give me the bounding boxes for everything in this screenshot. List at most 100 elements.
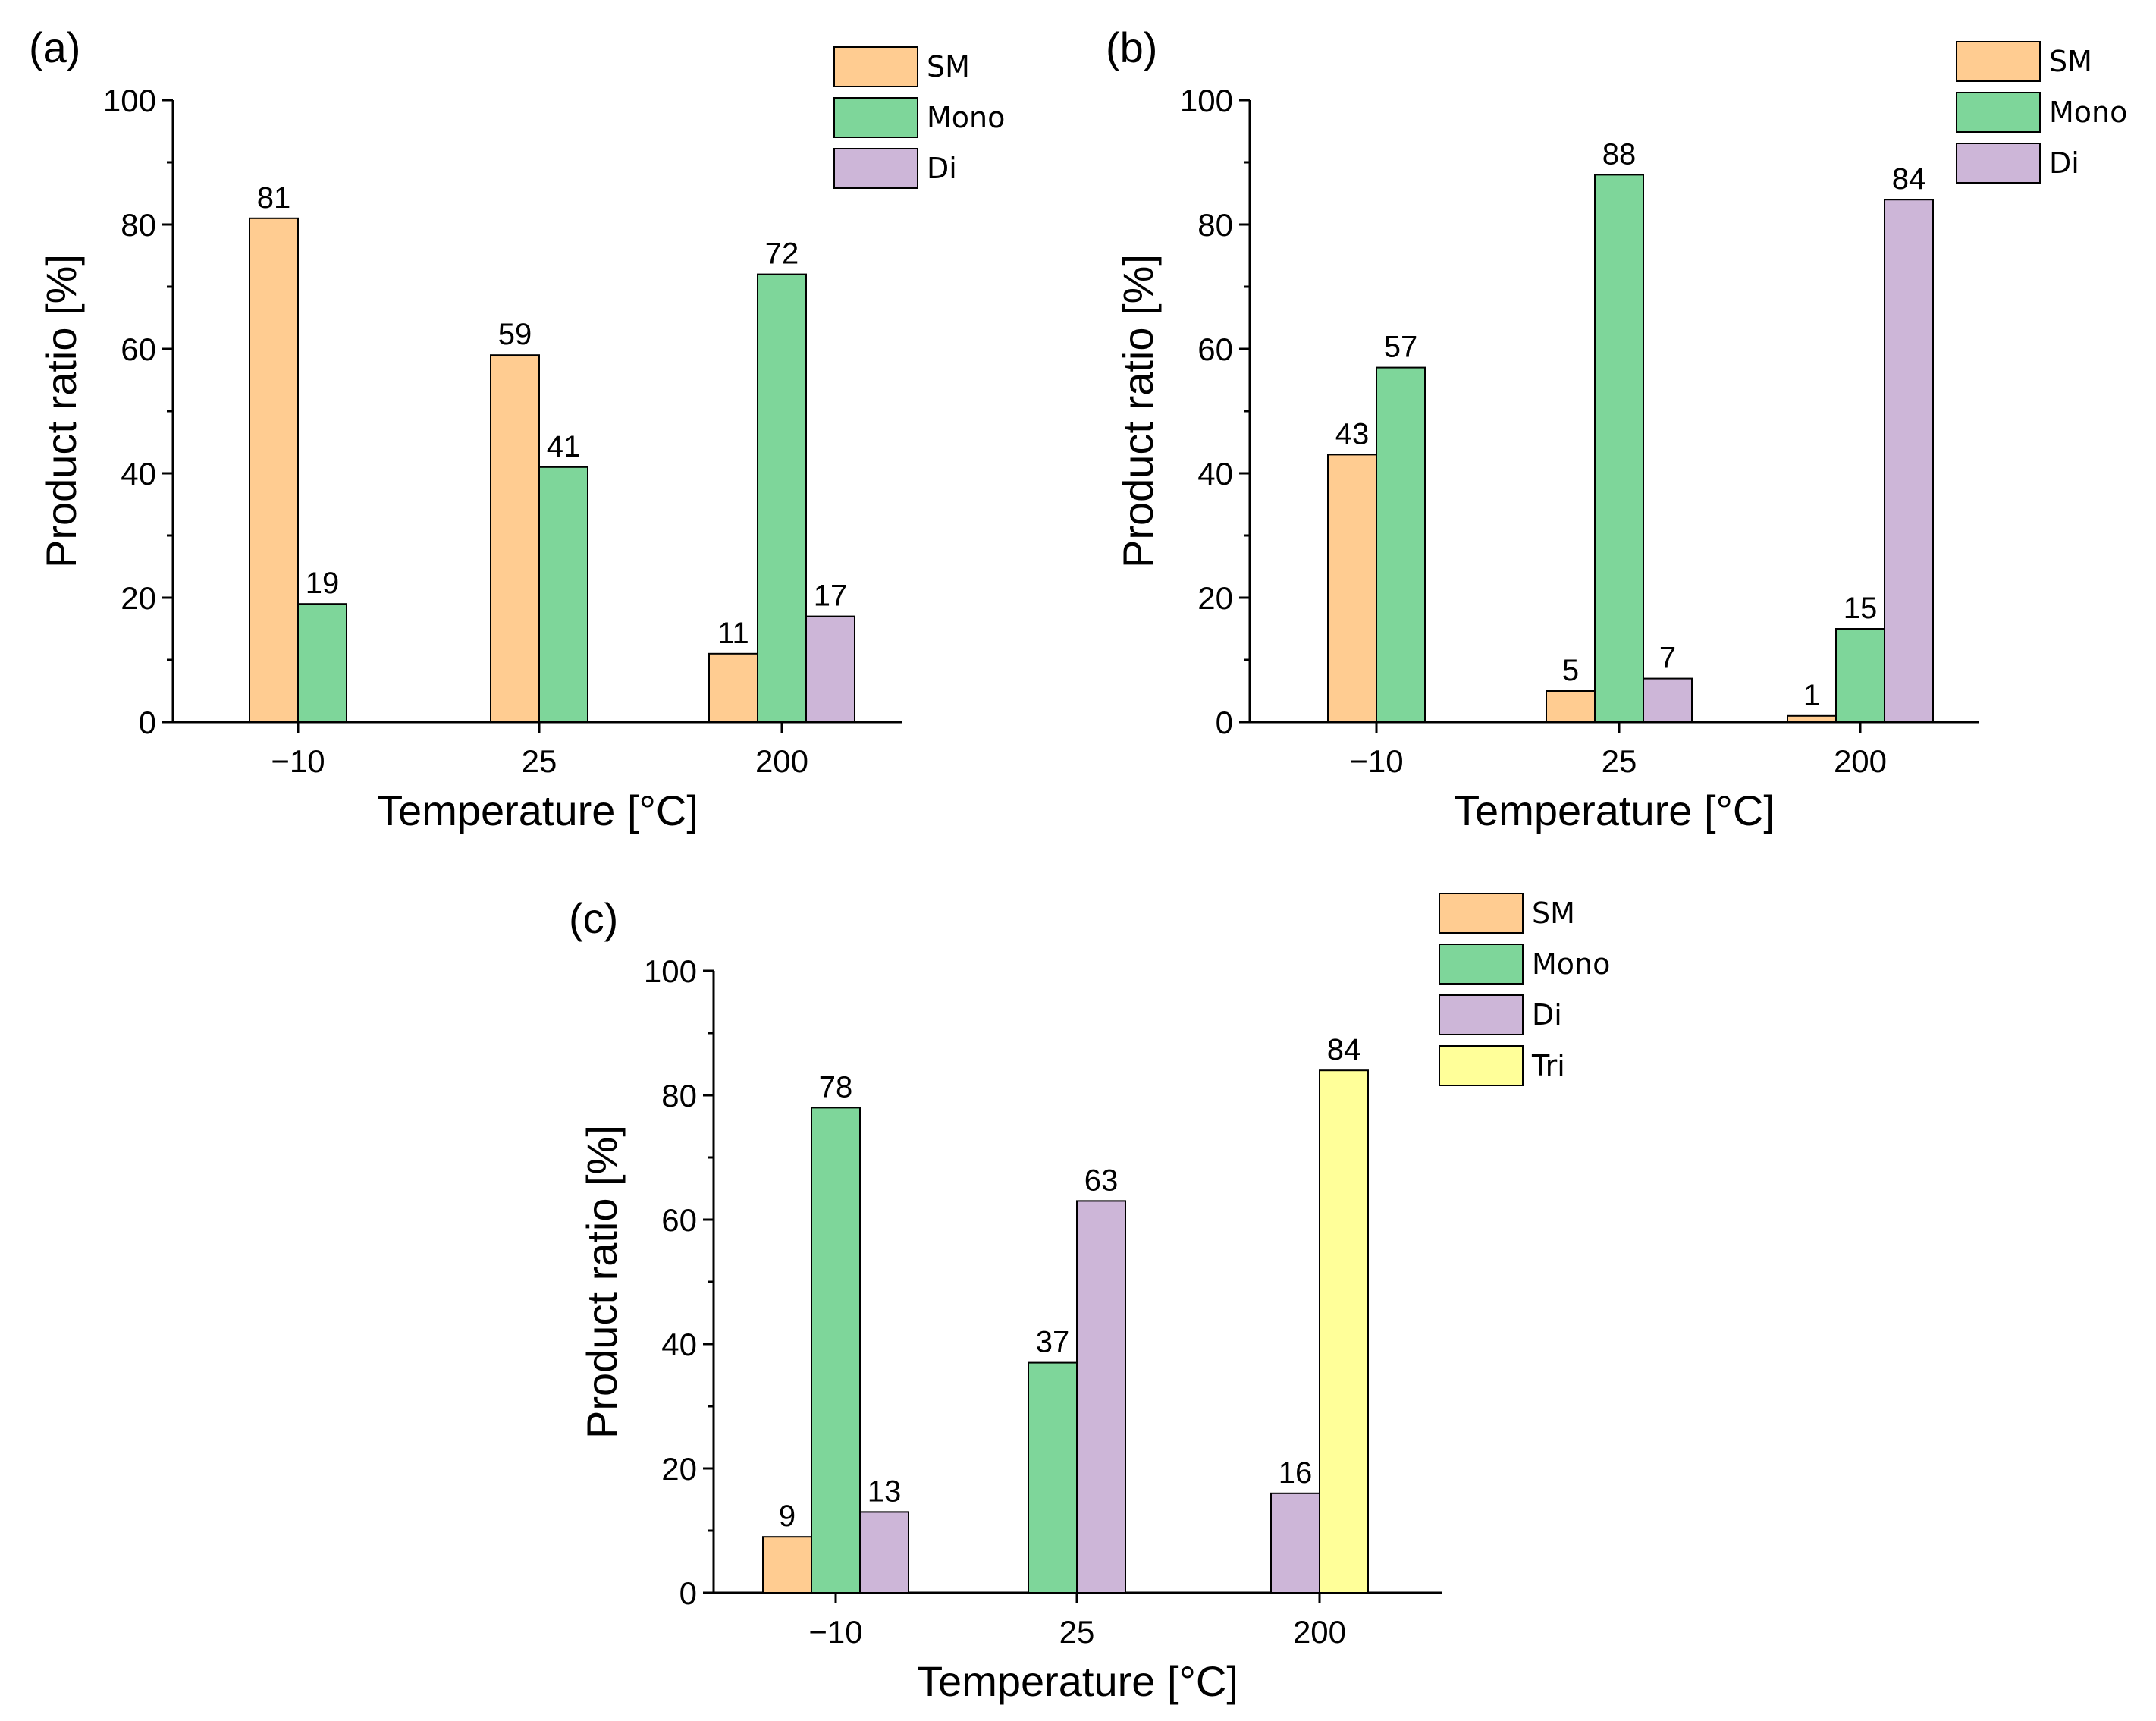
bar-mono-2 bbox=[1028, 1361, 1078, 1594]
bar-mono-1 bbox=[297, 603, 347, 724]
data-label-di: 16 bbox=[1279, 1456, 1313, 1490]
panel-label: (b) bbox=[1106, 24, 1157, 71]
bar-mono-3 bbox=[1835, 628, 1885, 723]
data-label-sm: 59 bbox=[498, 318, 532, 351]
legend-label-mono: Mono bbox=[2049, 96, 2127, 129]
x-axis-title: Temperature [°C] bbox=[917, 1657, 1238, 1705]
x-tick-label: −10 bbox=[808, 1614, 862, 1650]
y-tick-label: 60 bbox=[661, 1202, 697, 1238]
y-tick-label: 80 bbox=[1197, 207, 1233, 243]
y-tick-label: 0 bbox=[679, 1575, 697, 1611]
data-label-mono: 19 bbox=[306, 567, 340, 600]
bar-sm-1 bbox=[762, 1536, 812, 1594]
y-tick-label: 100 bbox=[1180, 83, 1233, 118]
bar-mono-3 bbox=[757, 273, 807, 724]
y-tick-label: 100 bbox=[644, 953, 697, 989]
data-label-di: 63 bbox=[1084, 1164, 1119, 1197]
data-label-di: 17 bbox=[814, 579, 848, 613]
y-tick-label: 100 bbox=[103, 83, 156, 118]
data-label-mono: 72 bbox=[765, 237, 799, 271]
chart-panel-2: (b) 0 20 40 60 80 100 −10 25 200 Temperature [°C] P… bbox=[1106, 24, 2127, 834]
data-label-tri: 84 bbox=[1327, 1033, 1361, 1066]
y-tick-label: 40 bbox=[121, 456, 156, 491]
data-label-mono: 41 bbox=[547, 430, 581, 463]
data-label-mono: 88 bbox=[1602, 137, 1637, 171]
bar-di-3 bbox=[1884, 199, 1934, 723]
y-tick-label: 40 bbox=[1197, 456, 1233, 491]
legend-label-sm: SM bbox=[927, 50, 970, 83]
bar-sm-2 bbox=[490, 354, 540, 723]
legend-label-di: Di bbox=[1532, 998, 1562, 1032]
bar-di-1 bbox=[859, 1511, 909, 1594]
x-tick-label: −10 bbox=[1349, 743, 1403, 779]
legend-label-mono: Mono bbox=[1532, 947, 1610, 981]
x-tick-label: 200 bbox=[1834, 743, 1887, 779]
data-label-sm: 1 bbox=[1803, 679, 1820, 712]
y-axis-title: Product ratio [%] bbox=[37, 254, 85, 568]
y-tick-label: 0 bbox=[139, 705, 156, 740]
data-label-sm: 11 bbox=[717, 617, 749, 650]
legend: SM Mono Di bbox=[1956, 41, 2127, 184]
legend-swatch-sm bbox=[833, 46, 918, 87]
bar-sm-3 bbox=[1787, 714, 1837, 723]
data-label-di: 84 bbox=[1892, 162, 1926, 196]
legend-swatch-tri bbox=[1439, 1045, 1524, 1086]
legend-label-tri: Tri bbox=[1531, 1049, 1565, 1082]
data-label-mono: 37 bbox=[1036, 1326, 1070, 1359]
bar-mono-1 bbox=[811, 1107, 861, 1594]
legend-label-di: Di bbox=[927, 152, 957, 185]
y-axis-title: Product ratio [%] bbox=[1114, 254, 1162, 568]
legend-swatch-mono bbox=[1956, 92, 2041, 133]
bar-di-2 bbox=[1076, 1200, 1126, 1594]
legend-swatch-di bbox=[1439, 994, 1524, 1035]
legend-label-mono: Mono bbox=[927, 101, 1005, 134]
legend-swatch-di bbox=[833, 148, 918, 189]
x-tick-label: 200 bbox=[755, 743, 808, 779]
y-tick-label: 60 bbox=[121, 331, 156, 367]
bar-di-2 bbox=[1643, 677, 1693, 723]
data-label-mono: 15 bbox=[1844, 592, 1878, 625]
bar-sm-1 bbox=[1327, 454, 1377, 724]
y-tick-label: 80 bbox=[121, 207, 156, 243]
data-label-mono: 57 bbox=[1384, 331, 1418, 364]
bar-di-3 bbox=[805, 615, 855, 723]
legend-swatch-sm bbox=[1956, 41, 2041, 82]
legend: SM Mono Di bbox=[833, 46, 1005, 189]
bar-mono-2 bbox=[538, 466, 588, 723]
legend-swatch-di bbox=[1956, 143, 2041, 184]
data-label-sm: 9 bbox=[779, 1500, 796, 1533]
y-tick-label: 80 bbox=[661, 1078, 697, 1113]
data-label-sm: 5 bbox=[1562, 654, 1579, 687]
x-tick-label: 25 bbox=[1059, 1614, 1095, 1650]
data-label-di: 7 bbox=[1659, 642, 1676, 675]
legend-swatch-sm bbox=[1439, 893, 1524, 934]
data-label-sm: 43 bbox=[1335, 417, 1370, 451]
chart-panel-3: (c) 0 20 40 60 80 100 −10 25 200 Temperature [°C] P… bbox=[569, 893, 1610, 1705]
x-tick-label: 25 bbox=[522, 743, 557, 779]
y-axis-title: Product ratio [%] bbox=[578, 1125, 626, 1439]
chart-panel-1: (a) 0 20 40 60 80 100 −10 25 200 Temperature [°C] P… bbox=[29, 24, 1005, 834]
bar-sm-3 bbox=[708, 652, 758, 723]
bar-sm-2 bbox=[1546, 690, 1596, 723]
legend-swatch-mono bbox=[1439, 944, 1524, 985]
bar-mono-1 bbox=[1376, 366, 1426, 723]
bar-tri-3 bbox=[1319, 1069, 1369, 1594]
data-label-mono: 78 bbox=[819, 1070, 853, 1104]
x-tick-label: 200 bbox=[1293, 1614, 1346, 1650]
y-tick-label: 20 bbox=[1197, 580, 1233, 616]
legend-label-sm: SM bbox=[2049, 45, 2092, 78]
y-tick-label: 20 bbox=[661, 1451, 697, 1487]
legend: SM Mono Di Tri bbox=[1439, 893, 1610, 1086]
y-tick-label: 60 bbox=[1197, 331, 1233, 367]
y-tick-label: 40 bbox=[661, 1327, 697, 1362]
bar-mono-2 bbox=[1594, 174, 1644, 723]
x-tick-label: 25 bbox=[1602, 743, 1637, 779]
bar-di-3 bbox=[1270, 1492, 1320, 1594]
x-axis-title: Temperature [°C] bbox=[377, 787, 698, 834]
y-tick-label: 20 bbox=[121, 580, 156, 616]
panel-label: (a) bbox=[29, 24, 80, 71]
legend-label-di: Di bbox=[2049, 146, 2079, 180]
x-axis-title: Temperature [°C] bbox=[1454, 787, 1775, 834]
legend-label-sm: SM bbox=[1532, 897, 1575, 930]
